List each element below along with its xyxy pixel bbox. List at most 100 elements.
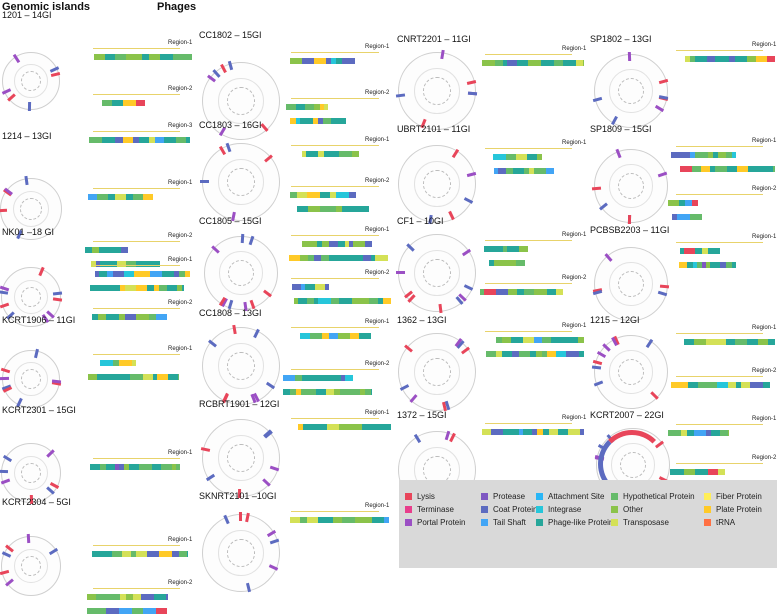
gene-segment <box>692 200 698 206</box>
region-label: Region-2 <box>168 580 192 586</box>
legend-swatch <box>481 506 488 513</box>
gene-segment <box>339 151 353 157</box>
gene-track <box>289 255 388 261</box>
gene-track <box>671 382 770 388</box>
legend: Lysis Protease Attachment Site Hypothetical… <box>399 480 777 568</box>
genome-title: KCRT2007 – 22GI <box>590 410 664 420</box>
legend-item: Phage-like Protein <box>536 518 613 527</box>
ruler-line <box>676 194 763 195</box>
ruler-line <box>93 94 180 95</box>
region-label: Region-2 <box>365 90 389 96</box>
region-label: Region-1 <box>168 450 192 456</box>
gene-segment <box>143 608 157 614</box>
legend-item: Other <box>611 505 643 514</box>
gene-segment <box>556 289 563 295</box>
ruler-line <box>485 331 572 332</box>
gene-segment <box>187 551 188 557</box>
gene-segment <box>718 469 725 475</box>
genome-title: NK01 –18 GI <box>2 227 54 237</box>
legend-swatch <box>405 493 412 500</box>
region-label: Region-2 <box>168 300 192 306</box>
circular-genome-map <box>398 145 476 223</box>
gi-marker <box>52 379 61 383</box>
gene-segment <box>339 298 353 304</box>
legend-item: Tail Shaft <box>481 518 526 527</box>
gene-track <box>680 166 775 172</box>
ruler-line <box>93 308 180 309</box>
gene-segment <box>365 241 372 247</box>
ruler-line <box>93 588 180 589</box>
gene-segment <box>186 137 190 143</box>
legend-swatch <box>405 506 412 513</box>
gene-segment <box>156 608 167 614</box>
ruler-line <box>291 235 379 236</box>
gene-segment <box>325 284 329 290</box>
gene-segment <box>336 192 350 198</box>
legend-item: Portal Protein <box>405 518 465 527</box>
legend-label: Phage-like Protein <box>548 518 613 527</box>
gene-segment <box>379 424 391 430</box>
gene-track <box>298 424 391 430</box>
gene-track <box>283 389 372 395</box>
gene-track <box>92 551 188 557</box>
gene-track <box>85 247 128 253</box>
gene-segment <box>339 118 346 124</box>
gene-track <box>494 168 554 174</box>
legend-label: Fiber Protein <box>716 492 762 501</box>
gene-track <box>294 298 391 304</box>
gene-segment <box>121 247 128 253</box>
genome-title: 1362 – 13GI <box>397 315 447 325</box>
legend-swatch <box>704 506 711 513</box>
gene-track <box>486 351 584 357</box>
gene-segment <box>345 375 353 381</box>
gene-segment <box>143 194 153 200</box>
gene-track <box>670 469 725 475</box>
genome-title: CF1 – 10GI <box>397 216 444 226</box>
gene-track <box>668 430 729 436</box>
gene-segment <box>307 192 321 198</box>
legend-item: Plate Protein <box>704 505 762 514</box>
legend-label: Portal Protein <box>417 518 465 527</box>
ruler-line <box>93 131 180 132</box>
region-label: Region-2 <box>752 368 776 374</box>
ruler-line <box>291 418 379 419</box>
gene-track <box>87 608 167 614</box>
gene-track <box>88 374 179 380</box>
legend-label: Other <box>623 505 643 514</box>
gene-segment <box>708 248 720 254</box>
gene-segment <box>768 339 775 345</box>
gene-track <box>94 54 192 60</box>
genome-title: 1214 – 13GI <box>2 131 52 141</box>
gene-segment <box>706 339 720 345</box>
region-label: Region-1 <box>365 503 389 509</box>
gene-segment <box>732 262 736 268</box>
gi-marker <box>468 91 477 95</box>
gene-segment <box>100 285 114 291</box>
gene-segment <box>156 314 167 320</box>
circular-genome-map <box>594 149 668 223</box>
gene-segment <box>106 608 120 614</box>
genome-title: KCRT1906 – 11GI <box>2 315 75 325</box>
region-label: Region-1 <box>562 46 586 52</box>
gene-segment <box>100 360 114 366</box>
gi-marker <box>241 234 245 243</box>
region-label: Region-1 <box>168 346 192 352</box>
legend-label: Hypothetical Protein <box>623 492 695 501</box>
legend-swatch <box>704 519 711 526</box>
gene-track <box>302 241 372 247</box>
legend-item: Coat Protein <box>481 505 537 514</box>
gene-segment <box>384 517 389 523</box>
ruler-line <box>676 463 763 464</box>
genome-title: KCRT2304 – 5GI <box>2 497 71 507</box>
genome-title: CC1808 – 13GI <box>199 308 262 318</box>
circular-genome-map <box>398 52 476 130</box>
genome-title: KCRT2301 – 15GI <box>2 405 76 415</box>
gene-track <box>286 104 328 110</box>
region-label: Region-1 <box>562 232 586 238</box>
gene-segment <box>700 214 702 220</box>
legend-swatch <box>704 493 711 500</box>
region-label: Region-1 <box>752 138 776 144</box>
genome-title: SP1802 – 13GI <box>590 34 652 44</box>
gene-track <box>290 58 355 64</box>
gene-track <box>292 284 329 290</box>
